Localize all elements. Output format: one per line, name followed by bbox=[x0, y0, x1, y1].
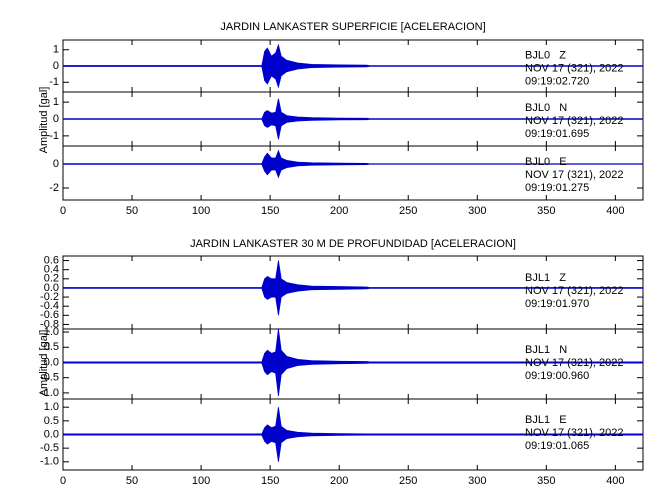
y-tick-label: 0.0 bbox=[44, 428, 59, 440]
x-tick-label: 0 bbox=[60, 205, 66, 217]
waveform bbox=[62, 149, 644, 179]
y-tick-label: 0.6 bbox=[44, 254, 59, 266]
x-tick-label: 350 bbox=[537, 475, 555, 487]
station-label: BJL0 N bbox=[525, 102, 567, 114]
date-label: NOV 17 (321), 2022 bbox=[525, 285, 623, 297]
x-tick-label: 350 bbox=[537, 205, 555, 217]
time-label: 09:19:01.695 bbox=[525, 128, 589, 140]
y-tick-label: -1 bbox=[49, 76, 59, 88]
y-tick-label: 0.4 bbox=[44, 264, 59, 276]
chart-title: JARDIN LANKASTER SUPERFICIE [ACELERACION… bbox=[220, 21, 485, 33]
y-tick-label: 1 bbox=[53, 44, 59, 56]
x-tick-label: 400 bbox=[606, 475, 624, 487]
x-tick-label: 250 bbox=[399, 475, 417, 487]
time-label: 09:19:00.960 bbox=[525, 370, 589, 382]
y-tick-label: 0 bbox=[53, 60, 59, 72]
time-label: 09:19:01.970 bbox=[525, 298, 589, 310]
waveform bbox=[62, 328, 644, 397]
x-tick-label: 250 bbox=[399, 205, 417, 217]
y-tick-label: 1.0 bbox=[44, 401, 59, 413]
y-tick-label: 0.0 bbox=[44, 356, 59, 368]
y-tick-label: 0 bbox=[53, 113, 59, 125]
y-tick-label: 0.0 bbox=[44, 282, 59, 294]
station-label: BJL1 N bbox=[525, 344, 567, 356]
y-tick-label: -0.2 bbox=[40, 291, 59, 303]
x-tick-label: 300 bbox=[468, 475, 486, 487]
y-tick-label: -0.8 bbox=[40, 318, 59, 330]
waveform bbox=[62, 407, 644, 462]
x-tick-label: 100 bbox=[192, 205, 210, 217]
x-tick-label: 300 bbox=[468, 205, 486, 217]
date-label: NOV 17 (321), 2022 bbox=[525, 63, 623, 75]
station-label: BJL1 Z bbox=[525, 272, 566, 284]
y-tick-label: -1 bbox=[49, 130, 59, 142]
date-label: NOV 17 (321), 2022 bbox=[525, 427, 623, 439]
x-tick-label: 150 bbox=[261, 475, 279, 487]
y-tick-label: 0.2 bbox=[44, 273, 59, 285]
waveform bbox=[62, 260, 644, 316]
chart-title: JARDIN LANKASTER 30 M DE PROFUNDIDAD [AC… bbox=[190, 238, 516, 250]
panel-frame bbox=[62, 145, 644, 201]
y-tick-label: 0.5 bbox=[44, 341, 59, 353]
station-label: BJL1 E bbox=[525, 414, 567, 426]
x-tick-label: 200 bbox=[330, 205, 348, 217]
x-tick-label: 150 bbox=[261, 205, 279, 217]
x-tick-label: 200 bbox=[330, 475, 348, 487]
y-tick-label: -0.4 bbox=[40, 300, 59, 312]
y-tick-label: 1.0 bbox=[44, 326, 59, 338]
x-tick-label: 50 bbox=[126, 475, 138, 487]
y-tick-label: 1 bbox=[53, 96, 59, 108]
y-tick-label: -0.6 bbox=[40, 309, 59, 321]
y-tick-label: -2 bbox=[49, 182, 59, 194]
date-label: NOV 17 (321), 2022 bbox=[525, 357, 623, 369]
y-axis-label: Amplitud [gal] bbox=[38, 87, 50, 154]
y-tick-label: 0 bbox=[53, 158, 59, 170]
date-label: NOV 17 (321), 2022 bbox=[525, 169, 623, 181]
x-tick-label: 0 bbox=[60, 475, 66, 487]
time-label: 09:19:02.720 bbox=[525, 76, 589, 88]
y-tick-label: -1.0 bbox=[40, 456, 59, 468]
station-label: BJL0 Z bbox=[525, 50, 566, 62]
time-label: 09:19:01.065 bbox=[525, 440, 589, 452]
waveform bbox=[62, 43, 644, 89]
x-tick-label: 50 bbox=[126, 205, 138, 217]
waveform bbox=[62, 98, 644, 140]
y-tick-label: -0.5 bbox=[40, 372, 59, 384]
y-tick-label: 0.5 bbox=[44, 415, 59, 427]
y-tick-label: -1.0 bbox=[40, 387, 59, 399]
station-label: BJL0 E bbox=[525, 156, 567, 168]
x-tick-label: 100 bbox=[192, 475, 210, 487]
y-tick-label: -0.5 bbox=[40, 442, 59, 454]
time-label: 09:19:01.275 bbox=[525, 182, 589, 194]
x-tick-label: 400 bbox=[606, 205, 624, 217]
date-label: NOV 17 (321), 2022 bbox=[525, 115, 623, 127]
y-axis-label: Amplitud [gal] bbox=[38, 330, 50, 397]
